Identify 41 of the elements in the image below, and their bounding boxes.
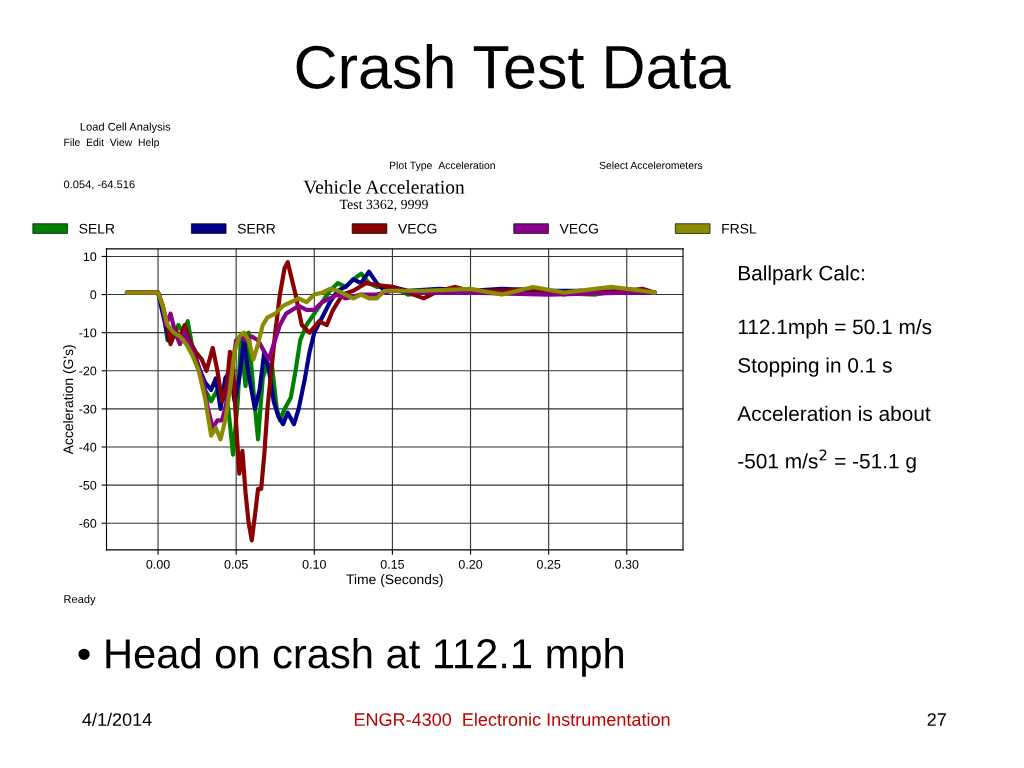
text: Plot Type xyxy=(389,161,432,172)
x-tick-label: 0.15 xyxy=(380,559,405,569)
text: Acceleration is about xyxy=(737,405,931,422)
text: 112.1mph = 50.1 m/s xyxy=(738,318,932,339)
text: Ready xyxy=(64,594,96,606)
text: 4/1/2014 xyxy=(82,712,152,726)
text: -501 m/s$^{2}$ = -51.1 g xyxy=(738,449,916,473)
text: Select Accelerometers xyxy=(599,161,703,170)
y-tick-label: -50 xyxy=(79,480,97,490)
x-tick-label: 0.30 xyxy=(615,559,639,569)
y-tick-label: 0 xyxy=(90,290,97,300)
chart-title: Vehicle Acceleration xyxy=(303,180,465,194)
legend-label: SELR xyxy=(79,223,115,234)
legend-label: SERR xyxy=(237,223,276,234)
legend-label: VECG xyxy=(559,223,598,234)
legend-label: VECG xyxy=(398,223,437,234)
text: Acceleration xyxy=(438,161,495,170)
text: • Head on crash at 112.1 mph xyxy=(78,637,623,677)
text: File Edit View Help xyxy=(64,138,159,149)
text: 0.054, -64.516 xyxy=(63,180,135,190)
text: Load Cell Analysis xyxy=(80,122,171,133)
y-tick-label: -40 xyxy=(79,442,97,452)
text: ENGR-4300 Electronic Instrumentation xyxy=(354,712,670,726)
y-axis-title: Acceleration (G's) xyxy=(62,345,76,455)
y-tick-label: -20 xyxy=(79,366,97,376)
text: Stopping in 0.1 s xyxy=(738,357,892,377)
text: Crash Test Data xyxy=(296,44,731,89)
x-tick-label: 0.00 xyxy=(146,559,170,569)
x-tick-label: 0.25 xyxy=(536,559,561,569)
x-tick-label: 0.20 xyxy=(458,559,483,569)
y-tick-label: -30 xyxy=(79,404,97,414)
x-tick-label: 0.05 xyxy=(224,559,248,569)
x-tick-label: 0.10 xyxy=(302,559,326,569)
legend-label: FRSL xyxy=(722,223,757,234)
chart-subtitle: Test 3362, 9999 xyxy=(339,199,428,212)
y-tick-label: -10 xyxy=(79,328,97,338)
y-tick-label: 10 xyxy=(83,252,97,262)
text: Ballpark Calc: xyxy=(738,265,864,285)
text: 27 xyxy=(927,713,946,726)
x-axis-title: Time (Seconds) xyxy=(346,574,443,587)
y-tick-label: -60 xyxy=(79,519,97,528)
